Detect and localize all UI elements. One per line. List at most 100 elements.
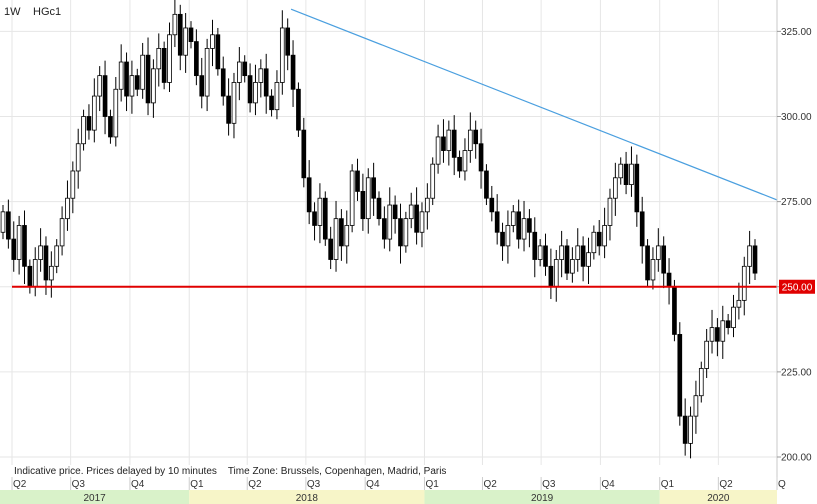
candle-body	[462, 150, 468, 172]
trend-line[interactable]	[290, 8, 778, 201]
candle-body	[629, 163, 634, 185]
y-tick-label: 300.00	[781, 112, 812, 123]
candle-body	[548, 265, 554, 288]
candle-body	[322, 197, 328, 240]
candle-body	[392, 204, 398, 220]
candle-body	[639, 211, 645, 247]
candle-body	[11, 238, 17, 260]
candle-body	[382, 218, 387, 240]
candle-body	[435, 136, 441, 165]
candle-body	[704, 340, 709, 369]
candle-body	[543, 245, 548, 267]
candle-body	[134, 75, 140, 90]
candle-body	[38, 245, 43, 260]
candle-body	[489, 197, 495, 213]
candle-body	[510, 211, 516, 226]
candle-body	[183, 27, 188, 56]
candle-body	[0, 211, 6, 233]
candle-body	[403, 218, 409, 247]
candle-body	[473, 129, 479, 145]
candle-body	[118, 61, 124, 90]
candle-body	[156, 48, 162, 70]
candle-body	[317, 197, 323, 226]
candle-body	[172, 13, 178, 36]
candle-body	[32, 259, 38, 288]
candle-body	[559, 245, 564, 260]
candle-body	[210, 34, 215, 49]
candle-body	[65, 197, 70, 220]
candle-body	[365, 177, 371, 220]
candle-body	[355, 170, 360, 192]
quarter-label: Q2	[248, 479, 262, 490]
year-band	[659, 490, 777, 504]
quarter-label: Q	[778, 479, 786, 490]
candle-body	[59, 218, 65, 247]
candle-body	[215, 34, 221, 70]
candle-body	[290, 54, 296, 90]
candle-body	[575, 245, 581, 260]
candle-body	[102, 75, 108, 117]
candle-body	[425, 197, 430, 213]
year-band	[0, 490, 190, 504]
candle-body	[344, 225, 350, 247]
candle-body	[591, 231, 597, 254]
candle-body	[516, 211, 521, 240]
quarter-label: Q2	[13, 479, 27, 490]
candle-body	[177, 13, 183, 56]
candle-body	[301, 129, 307, 179]
candle-body	[414, 204, 419, 233]
year-band	[424, 490, 660, 504]
symbol-label[interactable]: HGc1	[33, 6, 61, 18]
candle-body	[720, 320, 726, 342]
candle-body	[613, 177, 618, 199]
candle-body	[634, 163, 640, 213]
candle-body	[108, 116, 113, 138]
candle-body	[645, 245, 650, 281]
candle-body	[408, 204, 414, 220]
candle-body	[661, 245, 667, 274]
candle-body	[258, 68, 264, 83]
candle-body	[145, 54, 151, 104]
candle-body	[167, 34, 172, 83]
candle-body	[279, 27, 285, 83]
candle-body	[430, 163, 436, 199]
candle-body	[360, 191, 366, 220]
candle-body	[580, 245, 586, 267]
period-label[interactable]: 1W	[4, 6, 21, 18]
candle-body	[151, 68, 156, 104]
support-price-tag: 250.00	[779, 279, 815, 294]
candle-body	[618, 163, 624, 179]
candle-body	[741, 265, 747, 301]
candle-body	[752, 245, 758, 274]
candle-body	[312, 211, 317, 226]
candle-body	[269, 95, 274, 111]
candle-body	[376, 197, 382, 220]
y-tick-label: 325.00	[781, 27, 812, 38]
candle-body	[129, 75, 135, 97]
support-price-tag-label: 250.00	[782, 282, 813, 293]
candle-body	[204, 48, 210, 97]
y-tick-label: 225.00	[781, 367, 812, 378]
candle-body	[731, 306, 736, 329]
candle-body	[237, 61, 242, 83]
candle-body	[446, 129, 452, 151]
quarter-label: Q3	[542, 479, 556, 490]
candle-body	[655, 245, 661, 260]
support-price-tag-background	[779, 279, 815, 294]
candle-body	[285, 27, 291, 56]
quarter-label: Q3	[307, 479, 321, 490]
candle-body	[263, 68, 269, 97]
candle-body	[306, 177, 312, 213]
candle-body	[296, 88, 301, 131]
year-band	[189, 490, 425, 504]
quarter-label: Q4	[366, 479, 380, 490]
candle-body	[607, 197, 613, 226]
y-tick-label: 200.00	[781, 453, 812, 464]
candle-body	[521, 218, 527, 240]
candle-body	[602, 225, 607, 247]
year-label: 2020	[707, 493, 730, 504]
candle-body	[6, 211, 11, 240]
candle-body	[650, 259, 656, 281]
candle-body	[333, 218, 339, 260]
